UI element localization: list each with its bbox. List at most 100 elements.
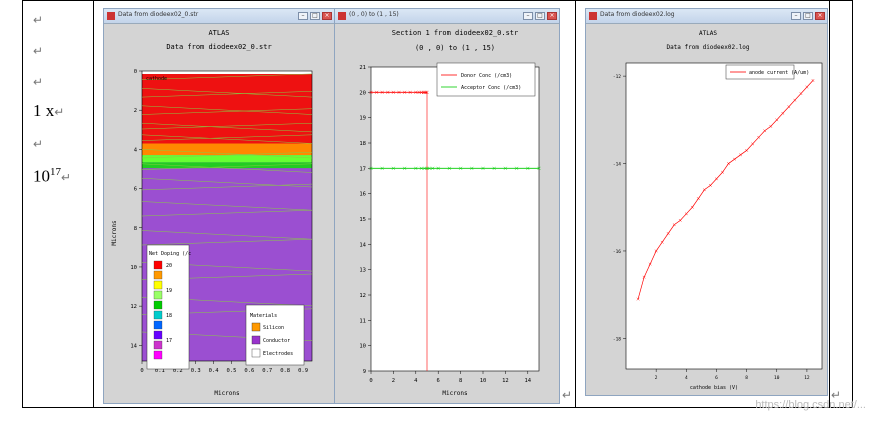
x-tick-label: 0.1 bbox=[155, 368, 165, 374]
paragraph-mark-1: ↵ bbox=[33, 13, 44, 27]
table-divider-3 bbox=[829, 0, 830, 408]
electrode-strip bbox=[142, 71, 312, 74]
data-point bbox=[781, 111, 785, 115]
y-tick-label: 9 bbox=[363, 369, 366, 375]
y-ticks: 0 2 4 6 8 10 12 14 bbox=[130, 69, 142, 349]
atlas-window-section[interactable]: (0 , 0) to (1 , 15) – □ × Section 1 from… bbox=[334, 8, 560, 404]
maximize-button[interactable]: □ bbox=[535, 12, 545, 20]
plot-title: ATLAS bbox=[208, 29, 229, 37]
data-point bbox=[380, 90, 384, 95]
close-button[interactable]: × bbox=[322, 12, 332, 20]
y-tick-label: 12 bbox=[359, 293, 366, 299]
data-point bbox=[369, 166, 373, 171]
y-tick-label: 12 bbox=[130, 304, 137, 310]
app-icon bbox=[338, 12, 346, 20]
minimize-button[interactable]: – bbox=[523, 12, 533, 20]
legend-label: Donor Conc (/cm3) bbox=[461, 73, 512, 79]
legend-swatch bbox=[153, 260, 163, 270]
titlebar[interactable]: (0 , 0) to (1 , 15) – □ × bbox=[335, 9, 559, 24]
data-point bbox=[537, 166, 541, 171]
data-point bbox=[436, 166, 440, 171]
data-point bbox=[775, 118, 779, 122]
maximize-button[interactable]: □ bbox=[310, 12, 320, 20]
data-point bbox=[391, 90, 396, 95]
y-tick-label: 2 bbox=[134, 108, 137, 114]
mesh-line bbox=[141, 163, 313, 170]
iv-chart-plot: 2 4 6 8 10 12 -18 -16 -14 -12 bbox=[613, 62, 823, 381]
maximize-button[interactable]: □ bbox=[803, 12, 813, 20]
close-button[interactable]: × bbox=[547, 12, 557, 20]
titlebar[interactable]: Data from diodeex02_0.str – □ × bbox=[104, 9, 334, 24]
y-tick-label: 14 bbox=[130, 343, 137, 349]
chart-title: ATLAS bbox=[699, 30, 717, 37]
legend-swatch bbox=[153, 340, 163, 350]
atlas-window-structure[interactable]: Data from diodeex02_0.str – □ × ATLAS Da… bbox=[103, 8, 335, 404]
mesh-line bbox=[141, 201, 313, 211]
legend-swatch bbox=[153, 270, 163, 280]
data-point bbox=[690, 205, 694, 209]
x-tick-label: 0.3 bbox=[191, 368, 201, 374]
chart-subtitle: Data from diodeex02.log bbox=[666, 44, 749, 51]
data-point bbox=[793, 98, 797, 102]
data-point bbox=[414, 90, 418, 95]
mesh-line bbox=[141, 149, 313, 159]
paragraph-mark-8: ↵ bbox=[831, 388, 842, 402]
y-tick-label: -14 bbox=[613, 162, 621, 168]
material-swatch bbox=[251, 348, 261, 358]
y-tick-label: 0 bbox=[134, 69, 137, 75]
minimize-button[interactable]: – bbox=[298, 12, 308, 20]
x-tick-label: 0 bbox=[369, 378, 372, 384]
data-point bbox=[374, 90, 379, 95]
data-point bbox=[430, 166, 435, 171]
titlebar-text: Data from diodeex02_0.str bbox=[118, 11, 199, 18]
paragraph-mark-2: ↵ bbox=[33, 44, 44, 58]
x-tick-label: 6 bbox=[437, 378, 440, 384]
data-point bbox=[492, 166, 496, 171]
data-point bbox=[672, 223, 676, 227]
x-axis-label: Microns bbox=[442, 390, 468, 397]
iv-chart: ATLAS Data from diodeex02.log 2 4 6 8 10 12 -1… bbox=[613, 30, 823, 391]
data-point bbox=[763, 129, 767, 133]
titlebar-text: Data from diodeex02.log bbox=[600, 11, 675, 18]
data-point bbox=[636, 297, 640, 301]
data-point bbox=[414, 166, 418, 171]
mesh-line bbox=[141, 238, 313, 246]
y-tick-label: 6 bbox=[134, 187, 137, 193]
mesh-line bbox=[141, 134, 313, 144]
x-tick-label: 0.4 bbox=[209, 368, 220, 374]
data-point bbox=[503, 166, 508, 171]
atlas-window-iv[interactable]: Data from diodeex02.log – □ × ATLAS Data… bbox=[585, 8, 828, 396]
legend-label: 20 bbox=[166, 263, 172, 269]
titlebar[interactable]: Data from diodeex02.log – □ × bbox=[586, 9, 827, 24]
mesh-line bbox=[141, 151, 313, 159]
material-label: Conductor bbox=[263, 338, 290, 344]
data-point bbox=[654, 249, 658, 253]
x-tick-label: 6 bbox=[715, 375, 718, 381]
legend-swatch bbox=[153, 290, 163, 300]
material-swatch bbox=[251, 335, 261, 345]
data-point bbox=[721, 170, 724, 174]
close-button[interactable]: × bbox=[815, 12, 825, 20]
data-point bbox=[660, 240, 664, 244]
y-tick-label: 13 bbox=[359, 268, 366, 274]
material-label: Silicon bbox=[263, 325, 284, 331]
data-point bbox=[642, 275, 646, 279]
minimize-button[interactable]: – bbox=[791, 12, 801, 20]
x-tick-label: 2 bbox=[392, 378, 395, 384]
mesh-line bbox=[141, 134, 313, 141]
electrode-label: cathode bbox=[146, 76, 167, 82]
data-point bbox=[458, 166, 463, 171]
x-tick-label: 2 bbox=[655, 375, 658, 381]
data-point bbox=[470, 166, 474, 171]
data-point bbox=[799, 92, 803, 96]
materials-list: Silicon Conductor Electrodes bbox=[251, 322, 293, 358]
text-17-exp: 17 bbox=[50, 166, 61, 178]
y-tick-label: -16 bbox=[613, 249, 621, 255]
y-tick-label: 8 bbox=[134, 226, 137, 232]
materials-title: Materials bbox=[250, 313, 277, 319]
section-chart-plot: 0 2 4 6 8 10 12 14 9 10 11 12 13 14 15 16 17 18 19 20 21 bbox=[359, 65, 541, 384]
data-point bbox=[447, 166, 452, 171]
data-point bbox=[751, 142, 755, 146]
doping-legend-swatches: 20 19 18 17 bbox=[153, 260, 172, 360]
data-point bbox=[397, 90, 401, 95]
